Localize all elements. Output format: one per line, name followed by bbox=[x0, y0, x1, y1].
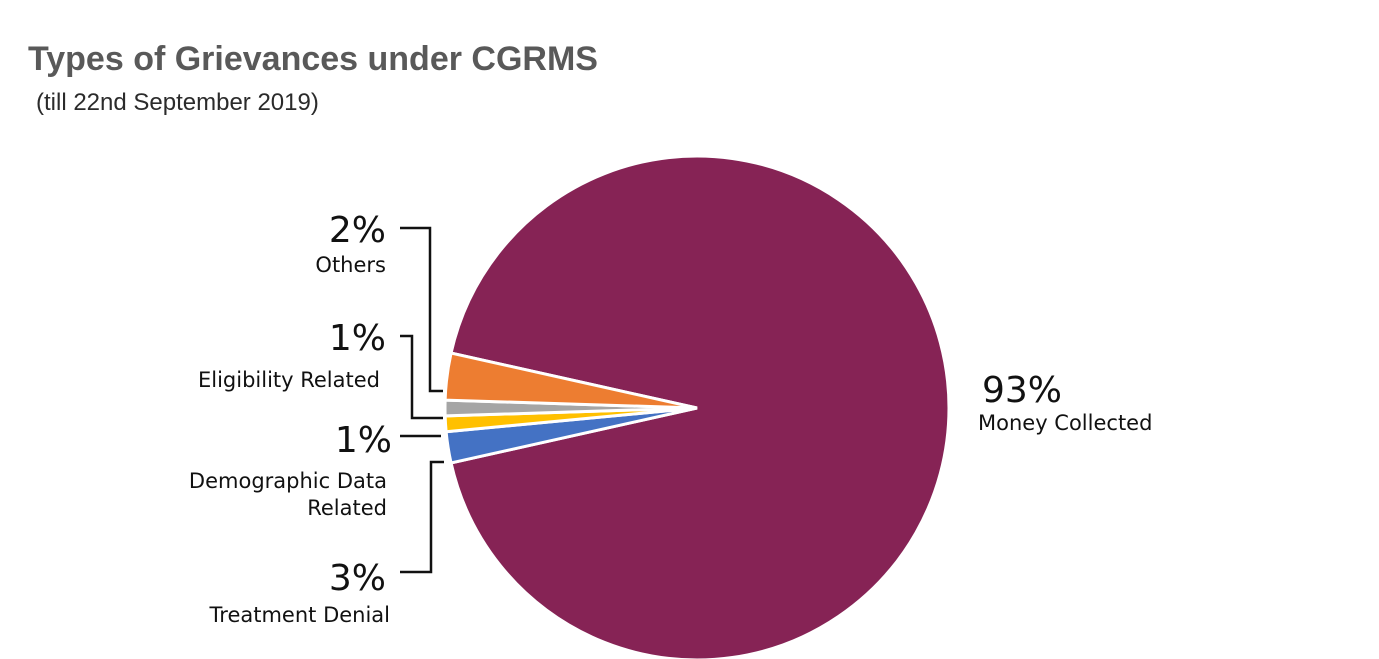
leader-line-others bbox=[400, 226, 443, 393]
leader-line-eligibility-related bbox=[400, 334, 443, 420]
slice-treatment-denial bbox=[443, 351, 698, 410]
chart-subtitle: (till 22nd September 2019) bbox=[36, 89, 319, 116]
slice-money-collected bbox=[449, 154, 951, 659]
leader-lines bbox=[400, 226, 444, 574]
data-label-category-treatment-denial: Treatment Denial bbox=[209, 603, 390, 627]
data-label-pct-money-collected: 93% bbox=[982, 370, 1062, 411]
pie-slices bbox=[443, 154, 951, 659]
chart-title: Types of Grievances under CGRMS bbox=[28, 40, 598, 78]
leader-line-treatment-denial bbox=[400, 460, 444, 574]
data-label-pct-others: 2% bbox=[329, 210, 386, 251]
data-label-category-demographic-data-related: Demographic Data Related bbox=[189, 469, 387, 520]
slice-labels: 93%Money Collected 2%Others 1% Eligibility … bbox=[189, 210, 1153, 627]
data-label-pct-treatment-denial: 3% bbox=[329, 558, 386, 599]
data-label-category-eligibility-related: Eligibility Related bbox=[198, 368, 380, 392]
data-label-pct-demographic-data-related: 1% bbox=[335, 420, 392, 461]
data-label-category-others: Others bbox=[315, 253, 386, 277]
data-label-pct-eligibility-related: 1% bbox=[329, 318, 386, 359]
data-label-category-money-collected: Money Collected bbox=[978, 411, 1152, 435]
